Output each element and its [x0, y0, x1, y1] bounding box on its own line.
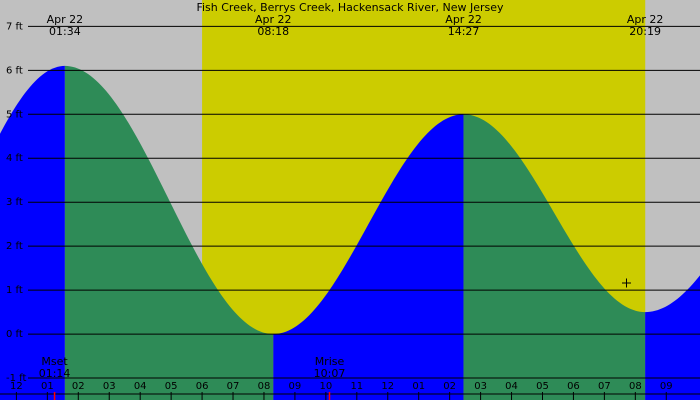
- x-tick-label: 01: [412, 381, 425, 392]
- y-tick-label: 6 ft: [6, 65, 23, 76]
- x-tick-label: 02: [443, 381, 456, 392]
- y-tick-label: 2 ft: [6, 241, 23, 252]
- x-tick-label: 08: [629, 381, 642, 392]
- falling-tide-segment: [64, 65, 274, 400]
- y-tick-label: 4 ft: [6, 153, 23, 164]
- y-tick-label: 5 ft: [6, 109, 23, 120]
- extreme-time-label: 20:19: [629, 25, 661, 38]
- extreme-time-label: 14:27: [448, 25, 480, 38]
- y-tick-label: 0 ft: [6, 329, 23, 340]
- x-tick-label: 06: [567, 381, 580, 392]
- x-tick-label: 04: [505, 381, 518, 392]
- x-tick-label: 12: [381, 381, 394, 392]
- x-tick-label: 07: [227, 381, 240, 392]
- tide-area: [0, 65, 700, 400]
- rising-tide-segment: [273, 114, 464, 400]
- x-tick-label: 09: [289, 381, 302, 392]
- extreme-time-label: 08:18: [257, 25, 289, 38]
- x-tick-label: 05: [165, 381, 178, 392]
- x-tick-label: 06: [196, 381, 209, 392]
- x-tick-label: 01: [41, 381, 54, 392]
- extreme-date-label: Apr 22: [445, 13, 482, 26]
- x-tick-label: 11: [350, 381, 363, 392]
- x-axis: 1112010203040506070809101112010203040506…: [0, 381, 700, 400]
- moon-event-time: 10:07: [314, 367, 346, 380]
- y-tick-label: -1 ft: [6, 373, 26, 384]
- extreme-date-label: Apr 22: [255, 13, 292, 26]
- x-tick-label: 05: [536, 381, 549, 392]
- x-tick-label: 10: [319, 381, 332, 392]
- x-tick-label: 09: [660, 381, 673, 392]
- cursor-marker: [622, 278, 631, 288]
- y-axis-labels: 7 ft 6 ft 5 ft 4 ft 3 ft 2 ft 1 ft 0 ft -1 ft: [6, 21, 26, 384]
- rising-tide-segment: [645, 275, 700, 400]
- extreme-date-label: Apr 22: [627, 13, 664, 26]
- x-tick-label: 03: [474, 381, 487, 392]
- grid-lines: [28, 25, 700, 379]
- x-tick-label: 12: [10, 381, 23, 392]
- moon-event-label: Mset: [41, 355, 68, 368]
- moon-event-time: 01:14: [39, 367, 71, 380]
- x-tick-label: 08: [258, 381, 271, 392]
- x-tick-label: 02: [72, 381, 85, 392]
- x-tick-label: 03: [103, 381, 116, 392]
- moon-event-label: Mrise: [315, 355, 345, 368]
- extreme-date-label: Apr 22: [47, 13, 84, 26]
- y-tick-label: 1 ft: [6, 285, 23, 296]
- y-tick-label: 7 ft: [6, 21, 23, 32]
- rising-tide-segment: [0, 65, 65, 400]
- chart-title: Fish Creek, Berrys Creek, Hackensack Riv…: [196, 1, 504, 14]
- extreme-time-label: 01:34: [49, 25, 81, 38]
- falling-tide-segment: [463, 114, 646, 400]
- x-tick-label: 04: [134, 381, 147, 392]
- y-tick-label: 3 ft: [6, 197, 23, 208]
- x-tick-label: 07: [598, 381, 611, 392]
